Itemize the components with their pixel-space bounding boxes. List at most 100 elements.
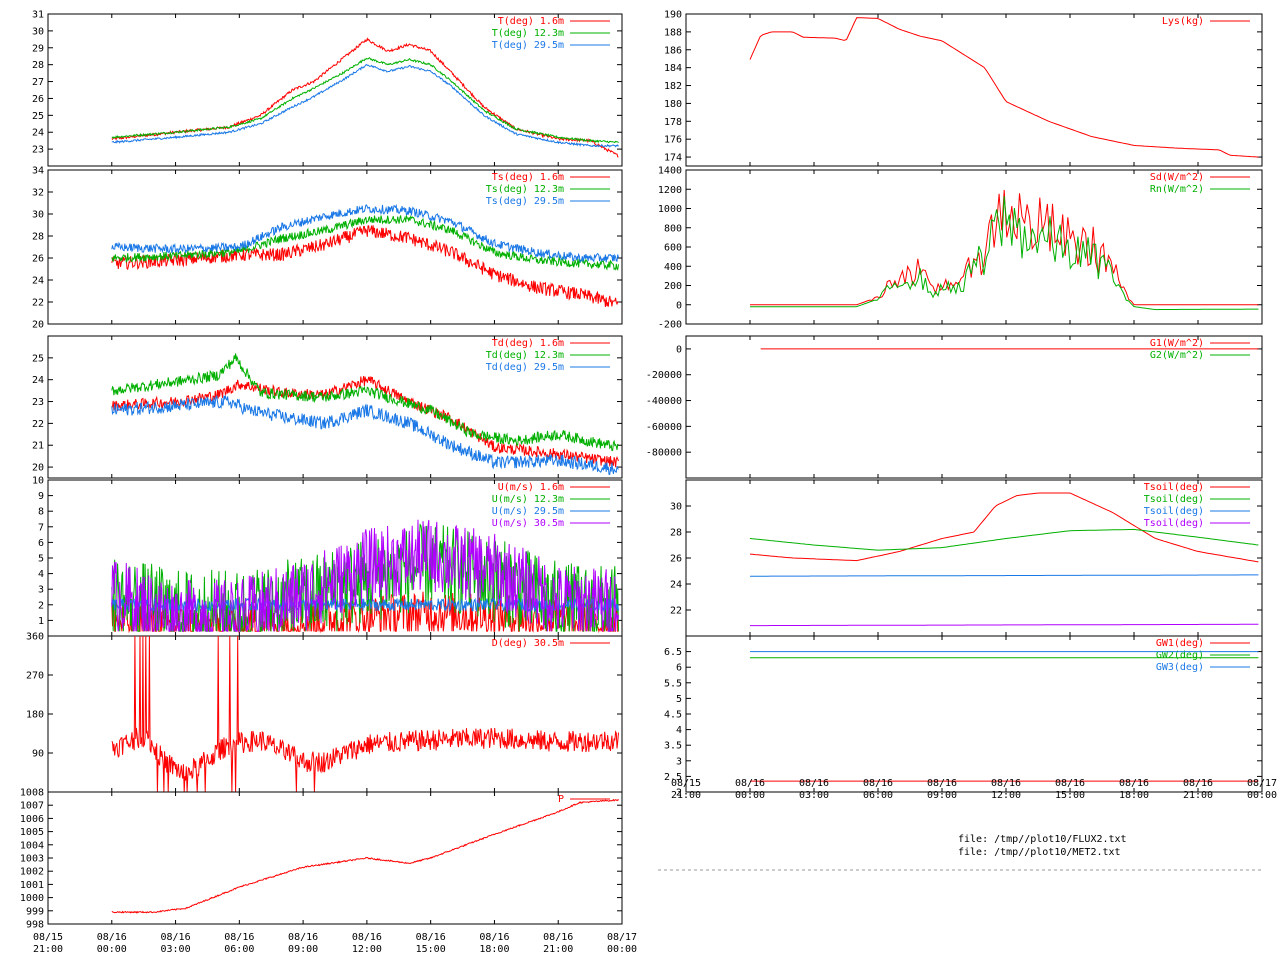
y-tick-label: 20 <box>32 463 44 474</box>
y-tick-label: 2 <box>676 788 682 799</box>
x-tick-label-left: 08/16 <box>543 932 573 943</box>
x-tick-label-right: 08/16 <box>927 778 957 789</box>
x-tick-label-right: 06:00 <box>863 790 893 801</box>
y-tick-label: 4.5 <box>664 710 682 721</box>
x-tick-label-left: 08/15 <box>33 932 63 943</box>
plot-frame <box>47 13 623 167</box>
y-tick-label: 270 <box>26 671 44 682</box>
legend-label: GW3(deg) <box>1156 662 1204 673</box>
legend-label: T(deg) 12.3m <box>492 28 564 39</box>
y-tick-label: 1008 <box>20 788 44 799</box>
series-line-blue <box>111 394 619 475</box>
x-tick-label-right: 00:00 <box>735 790 765 801</box>
x-tick-label-left: 21:00 <box>543 944 573 955</box>
x-tick-label-right: 03:00 <box>799 790 829 801</box>
series-line-red <box>111 225 619 307</box>
y-tick-label: 22 <box>670 606 682 617</box>
y-tick-label: 1002 <box>20 867 44 878</box>
x-tick-label-right: 09:00 <box>927 790 957 801</box>
y-tick-label: -60000 <box>646 422 682 433</box>
y-tick-label: 90 <box>32 749 44 760</box>
y-tick-label: 186 <box>664 45 682 56</box>
y-tick-label: 174 <box>664 153 682 164</box>
panel-p: 998 999 1000 1001 1002 1003 1004 1005 1006 1007 10… <box>20 788 623 931</box>
plot-frame <box>685 13 1263 167</box>
y-tick-label: -20000 <box>646 370 682 381</box>
y-tick-label: 7 <box>38 522 44 533</box>
y-tick-label: 8 <box>38 507 44 518</box>
y-tick-label: 28 <box>670 528 682 539</box>
y-tick-label: 190 <box>664 10 682 21</box>
panel-lys: 174 176 178 180 182 184 186 188 190 Lys(kg) <box>664 10 1263 167</box>
y-tick-label: 1 <box>38 616 44 627</box>
y-tick-label: 5.5 <box>664 678 682 689</box>
legend-label: Td(deg) 29.5m <box>486 362 564 373</box>
x-tick-label-left: 18:00 <box>479 944 509 955</box>
x-tick-label-right: 08/16 <box>863 778 893 789</box>
y-tick-label: 9 <box>38 491 44 502</box>
series-line-green <box>111 215 619 271</box>
y-tick-label: 4 <box>38 569 44 580</box>
y-tick-label: 30 <box>670 502 682 513</box>
series-line-red <box>111 636 619 792</box>
legend-label: Tsoil(deg) <box>1144 518 1204 529</box>
plot-frame <box>47 335 623 479</box>
y-tick-label: 0 <box>676 344 682 355</box>
y-tick-label: 4 <box>676 725 682 736</box>
x-tick-label-left: 08/16 <box>352 932 382 943</box>
x-tick-label-left: 08/16 <box>97 932 127 943</box>
y-tick-label: 182 <box>664 81 682 92</box>
y-tick-label: 6 <box>676 663 682 674</box>
panel-d: 90 180 270 360 D(deg) 30.5m <box>26 632 623 793</box>
legend-label: U(m/s) 1.6m <box>498 482 564 493</box>
y-tick-label: 1007 <box>20 801 44 812</box>
series-line-green <box>749 528 1259 551</box>
y-tick-label: 600 <box>664 243 682 254</box>
legend-label: T(deg) 29.5m <box>492 40 564 51</box>
y-tick-label: 999 <box>26 906 44 917</box>
series-line-blue <box>750 574 1259 577</box>
file-line-met: file: /tmp//plot10/MET2.txt <box>958 847 1121 858</box>
y-tick-label: 25 <box>32 353 44 364</box>
plot-frame <box>685 335 1263 479</box>
y-tick-label: 5 <box>676 694 682 705</box>
file-list: file: /tmp//plot10/FLUX2.txt file: /tmp/… <box>958 833 1127 859</box>
y-tick-label: 20 <box>32 320 44 331</box>
y-tick-label: 6 <box>38 538 44 549</box>
legend-label: G2(W/m^2) <box>1150 350 1204 361</box>
series-line-green <box>111 353 619 452</box>
y-tick-label: 34 <box>32 166 44 177</box>
y-tick-label: 1001 <box>20 880 44 891</box>
x-tick-label-right: 12:00 <box>991 790 1021 801</box>
x-tick-label-right: 08/16 <box>991 778 1021 789</box>
y-tick-label: 30 <box>32 210 44 221</box>
legend-label: Sd(W/m^2) <box>1150 172 1204 183</box>
legend-label: Ts(deg) 29.5m <box>486 196 564 207</box>
y-tick-label: 32 <box>32 188 44 199</box>
x-tick-label-left: 08/17 <box>607 932 637 943</box>
legend-label: D(deg) 30.5m <box>492 638 564 649</box>
legend-label: Rn(W/m^2) <box>1150 184 1204 195</box>
x-tick-label-right: 21:00 <box>671 790 701 801</box>
legend-label: T(deg) 1.6m <box>498 16 564 27</box>
y-tick-label: -40000 <box>646 396 682 407</box>
x-tick-label-right: 08/16 <box>1119 778 1149 789</box>
legend-label: Ts(deg) 1.6m <box>492 172 564 183</box>
y-tick-label: 10 <box>32 476 44 487</box>
y-tick-label: 24 <box>32 128 44 139</box>
series-line-red <box>111 37 619 158</box>
legend-label: Td(deg) 1.6m <box>492 338 564 349</box>
legend-label: U(m/s) 29.5m <box>492 506 564 517</box>
file-line-flux: file: /tmp//plot10/FLUX2.txt <box>958 834 1127 845</box>
series-line-red <box>749 492 1259 563</box>
legend-label: U(m/s) 30.5m <box>492 518 564 529</box>
y-tick-label: 1003 <box>20 854 44 865</box>
x-tick-label-right: 08/16 <box>1055 778 1085 789</box>
x-tick-label-left: 08/16 <box>161 932 191 943</box>
y-tick-label: 188 <box>664 27 682 38</box>
y-tick-label: 1005 <box>20 827 44 838</box>
legend-label: GW2(deg) <box>1156 650 1204 661</box>
